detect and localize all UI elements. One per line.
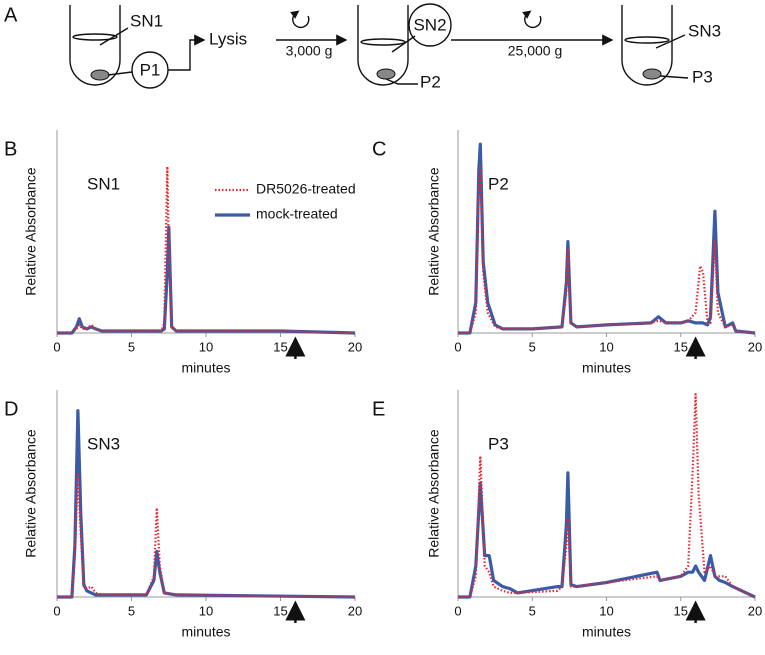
panel-label: D: [4, 398, 18, 420]
label: P1: [140, 60, 161, 79]
chart-label: P2: [488, 174, 509, 193]
y-axis-label: Relative Absorbance: [23, 167, 39, 296]
chart: B Relative Absorbance minutes 0 5 10 15 20 SN1 DR…: [4, 130, 362, 376]
x-tick-label: 0: [454, 603, 461, 618]
x-tick-label: 0: [454, 339, 461, 354]
x-tick-label: 10: [199, 339, 213, 354]
pellet: [642, 68, 662, 80]
x-tick-label: 0: [53, 339, 60, 354]
chart: D Relative Absorbance minutes 0 5 10 15 20 SN3: [4, 390, 362, 640]
y-axis-label: Relative Absorbance: [426, 167, 442, 296]
x-tick-label: 20: [748, 339, 762, 354]
x-tick-label: 15: [273, 603, 287, 618]
x-axis-label: minutes: [582, 360, 631, 376]
series-line: [458, 142, 756, 335]
label: P3: [692, 67, 713, 86]
series-line: [57, 471, 356, 599]
x-tick-label: 5: [128, 603, 135, 618]
label: SN1: [130, 11, 163, 30]
x-tick-label: 5: [128, 339, 135, 354]
liquid: [360, 38, 406, 46]
x-tick-label: 10: [599, 603, 613, 618]
chart: C Relative Absorbance minutes 0 5 10 15 20 P2: [372, 130, 762, 376]
leader: [99, 27, 129, 46]
label: Lysis: [209, 29, 247, 48]
chart: E Relative Absorbance minutes 0 5 10 15 20 P3: [372, 390, 762, 640]
series-line: [57, 165, 356, 335]
series-line: [458, 471, 756, 599]
chart-label: SN3: [87, 434, 120, 453]
x-tick-label: 5: [529, 603, 536, 618]
y-axis-label: Relative Absorbance: [426, 429, 442, 558]
y-axis-label: Relative Absorbance: [23, 429, 39, 558]
x-tick-label: 15: [674, 603, 688, 618]
x-tick-label: 15: [674, 339, 688, 354]
liquid: [72, 33, 118, 41]
circle: [408, 3, 452, 47]
label: SN3: [688, 21, 721, 40]
label: SN2: [413, 15, 446, 34]
x-tick-label: 20: [348, 339, 362, 354]
chart-label: P3: [488, 434, 509, 453]
label: 25,000 g: [508, 43, 563, 59]
x-axis-label: minutes: [181, 360, 230, 376]
label: P2: [420, 72, 441, 91]
chart-label: SN1: [87, 174, 120, 193]
tube: [621, 5, 673, 86]
series-line: [57, 225, 356, 335]
x-axis-label: minutes: [582, 624, 631, 640]
leader: [391, 35, 416, 53]
x-tick-label: 5: [529, 339, 536, 354]
panel-label: B: [4, 138, 17, 160]
tube: [357, 5, 409, 86]
leader: [385, 78, 418, 85]
arrow: [168, 34, 206, 71]
series-line: [458, 393, 756, 599]
leader: [659, 75, 689, 79]
x-axis-label: minutes: [181, 624, 230, 640]
tube: [69, 5, 121, 86]
label: 3,000 g: [286, 43, 333, 59]
panel-label: A: [4, 4, 18, 26]
legend-label: DR5026-treated: [256, 181, 356, 197]
x-tick-label: 15: [273, 339, 287, 354]
pellet: [90, 69, 110, 81]
rotation-icon: [290, 10, 310, 29]
leader: [655, 34, 686, 49]
x-tick-label: 10: [199, 603, 213, 618]
rotation-icon: [522, 10, 542, 29]
series-line: [458, 165, 756, 335]
x-tick-label: 20: [748, 603, 762, 618]
pellet: [376, 68, 396, 80]
panel-label: C: [372, 138, 386, 160]
liquid: [624, 36, 670, 44]
x-tick-label: 10: [599, 339, 613, 354]
x-tick-label: 0: [53, 603, 60, 618]
x-tick-label: 20: [348, 603, 362, 618]
panel-label: E: [372, 398, 385, 420]
legend-label: mock-treated: [256, 206, 338, 222]
leader: [107, 71, 133, 76]
diagram: A SN1 P1 Lysis 3,000 g SN2 P2 25,000 g S…: [4, 3, 721, 91]
